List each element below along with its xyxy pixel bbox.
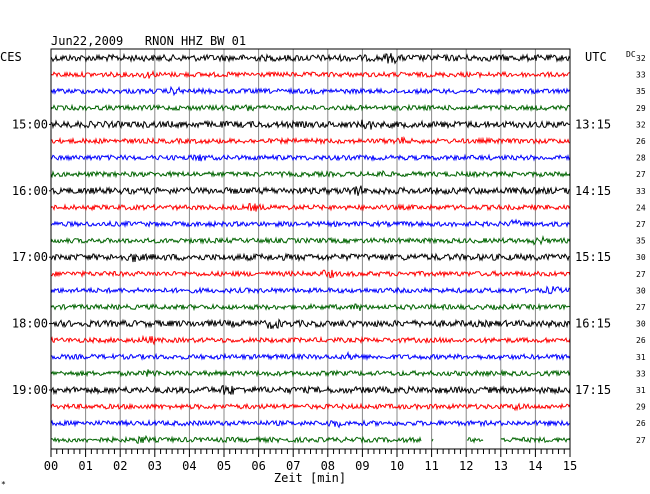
dc-value-label: 30	[636, 286, 646, 295]
seismic-trace	[50, 202, 571, 212]
seismic-trace	[50, 153, 571, 162]
x-tick-label: 13	[494, 459, 508, 473]
right-hour-label: 13:15	[575, 117, 611, 131]
x-tick-label: 01	[78, 459, 92, 473]
seismic-trace	[50, 402, 571, 412]
dc-value-label: 31	[636, 353, 646, 362]
dc-value-label: 35	[636, 87, 646, 96]
dc-value-label: 28	[636, 154, 646, 163]
x-axis-label: Zeit [min]	[274, 471, 346, 485]
left-hour-label: 16:00	[12, 184, 48, 198]
x-tick-label: 05	[217, 459, 231, 473]
seismic-trace	[50, 369, 571, 378]
seismic-trace	[50, 318, 571, 330]
dc-value-label: 26	[636, 419, 646, 428]
seismic-trace	[50, 218, 571, 229]
left-hour-label: 18:00	[12, 317, 48, 331]
x-tick-label: 09	[355, 459, 369, 473]
dc-value-label: 24	[636, 203, 646, 212]
dc-value-label: 29	[636, 104, 646, 113]
dc-value-label: 27	[636, 436, 646, 445]
seismic-trace	[50, 85, 571, 97]
seismic-trace	[50, 302, 571, 312]
seismic-trace	[50, 169, 571, 179]
grid-layer	[85, 49, 536, 449]
x-tick-label: 11	[424, 459, 438, 473]
seismic-trace	[50, 69, 571, 79]
x-tick-label: 12	[459, 459, 473, 473]
seismic-trace	[50, 269, 571, 279]
left-hour-label: 15:00	[12, 117, 48, 131]
chart-title: Jun22,2009 RNON HHZ BW 01	[51, 34, 246, 48]
dc-value-label: 30	[636, 320, 646, 329]
dc-value-label: 32	[636, 54, 646, 63]
right-hour-label: 16:15	[575, 317, 611, 331]
dc-value-label: 27	[636, 270, 646, 279]
dc-value-label: 33	[636, 71, 646, 80]
seismic-trace	[50, 285, 571, 295]
seismic-trace	[50, 52, 571, 65]
seismic-trace	[50, 103, 571, 112]
seismic-trace	[50, 185, 571, 196]
x-tick-label: 06	[251, 459, 265, 473]
dc-value-label: 31	[636, 386, 646, 395]
right-hour-label: 15:15	[575, 250, 611, 264]
seismic-trace	[50, 418, 571, 429]
seismic-trace	[50, 350, 571, 361]
seismic-trace	[50, 434, 571, 445]
right-timezone-label: UTC	[585, 50, 607, 64]
dc-value-label: 29	[636, 403, 646, 412]
dc-value-label: 30	[636, 253, 646, 262]
seismic-trace	[50, 252, 571, 263]
dc-value-label: 33	[636, 187, 646, 196]
left-timezone-label: CES	[0, 50, 22, 64]
x-tick-label: 14	[528, 459, 542, 473]
seismic-trace	[50, 235, 571, 246]
x-tick-label: 00	[44, 459, 58, 473]
left-hour-label: 17:00	[12, 250, 48, 264]
left-hour-label: 19:00	[12, 383, 48, 397]
seismic-trace	[50, 384, 571, 396]
x-tick-label: 15	[563, 459, 577, 473]
x-tick-label: 08	[321, 459, 335, 473]
corner-mark: *	[1, 480, 6, 489]
dc-value-label: 26	[636, 336, 646, 345]
dc-value-label: 27	[636, 170, 646, 179]
x-tick-label: 04	[182, 459, 196, 473]
trace-layer	[50, 52, 571, 445]
axis-layer: 32 33 35 29 32 26 28 27 33 24 27 35 30 27 30 27 30 26 31 33…	[12, 54, 646, 473]
x-tick-label: 10	[390, 459, 404, 473]
x-tick-label: 07	[286, 459, 300, 473]
x-tick-label: 03	[148, 459, 162, 473]
dc-value-label: 27	[636, 303, 646, 312]
dc-value-label: 26	[636, 137, 646, 146]
dc-value-label: 27	[636, 220, 646, 229]
dc-value-label: 35	[636, 237, 646, 246]
dc-value-label: 32	[636, 120, 646, 129]
seismic-trace	[50, 334, 571, 346]
seismic-trace	[50, 136, 571, 146]
right-hour-label: 17:15	[575, 383, 611, 397]
x-tick-label: 02	[113, 459, 127, 473]
seismic-trace	[50, 119, 571, 130]
dc-header-label: DC	[626, 50, 636, 59]
dc-value-label: 33	[636, 369, 646, 378]
right-hour-label: 14:15	[575, 184, 611, 198]
